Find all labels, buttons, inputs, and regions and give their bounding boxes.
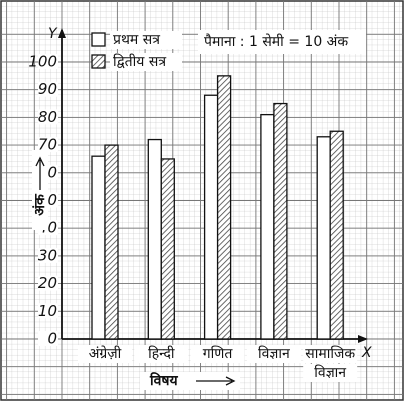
x-axis-label: विषय [149, 372, 179, 389]
bar [160, 158, 175, 340]
legend-swatch [91, 54, 106, 69]
tick-bg [38, 54, 58, 69]
x-tick-label: सामाजिक [305, 345, 355, 362]
cat-bg [246, 345, 301, 363]
y-tick-label: 70 [38, 136, 57, 154]
legend-label: प्रथम सत्र [113, 32, 160, 48]
note-bg [198, 30, 366, 54]
tick-bg [38, 303, 58, 319]
x-tick-label: विज्ञान [258, 345, 290, 362]
x-tick-label: विज्ञान [314, 364, 346, 381]
bar [203, 94, 219, 340]
scale-note: पैमाना : 1 सेमी = 10 अंक [204, 33, 348, 50]
xlabel-arrow [196, 376, 236, 386]
x-arrow [358, 335, 368, 343]
y-tick-label: 0 [47, 330, 57, 348]
x-tick-label: अंग्रेज़ी [89, 345, 122, 362]
y-tick-label: 20 [38, 274, 57, 292]
x-tick-label: गणित [203, 345, 234, 362]
cat-bg [190, 345, 245, 363]
y-tick-label: 90 [38, 80, 57, 98]
legend-bg [110, 53, 182, 71]
x-axis-letter: X [361, 345, 372, 361]
y-tick-label: 80 [38, 108, 57, 126]
cat-bg [134, 345, 189, 363]
tick-bg [38, 275, 58, 291]
y-axis-label: अंक [32, 193, 48, 216]
bar [260, 113, 275, 340]
tick-bg [38, 247, 58, 263]
y-axis-letter: Y [48, 26, 58, 42]
bar [329, 130, 344, 340]
bar [216, 75, 232, 340]
y-tick-label: 100 [28, 53, 57, 71]
y-tick-label: 30 [38, 246, 57, 264]
bar [104, 144, 119, 340]
ylabel-arrow [35, 156, 45, 190]
bar [316, 136, 331, 340]
tick-bg [38, 109, 58, 125]
legend-bg [110, 31, 182, 49]
tick-bg [38, 331, 58, 346]
xlabel-bg [140, 372, 240, 390]
bar [147, 138, 162, 340]
legend-swatch [91, 32, 106, 47]
y-arrow [58, 28, 66, 38]
y-tick-label: 10 [38, 302, 57, 320]
cat-bg [303, 345, 358, 363]
cat-bg [303, 364, 358, 382]
bar [273, 102, 288, 340]
bar [91, 155, 106, 340]
legend-label: द्वितीय सत्र [113, 53, 166, 70]
tick-bg [38, 81, 58, 97]
x-tick-label: हिन्दी [148, 345, 175, 362]
tick-bg [38, 137, 58, 153]
cat-bg [78, 345, 132, 363]
